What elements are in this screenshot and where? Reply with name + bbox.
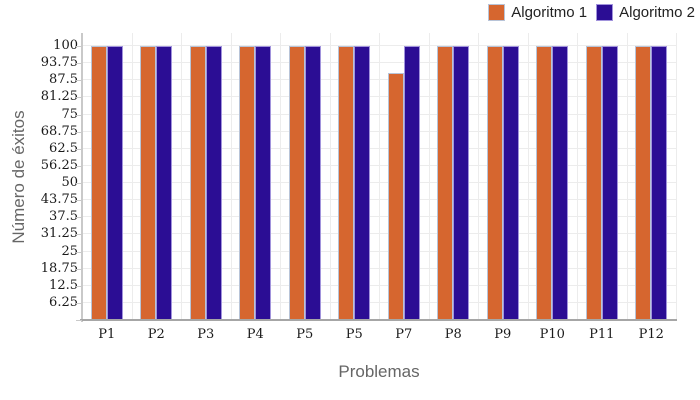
v-gridline: [577, 33, 578, 320]
bar-algoritmo-2-P5: [354, 46, 371, 320]
v-gridline: [676, 33, 677, 320]
bar-algoritmo-2-P7: [403, 46, 420, 320]
v-gridline: [230, 33, 232, 320]
x-tick-label: P1: [98, 327, 116, 342]
y-tick-label: 6.25: [49, 294, 78, 310]
y-tick-label: 81.25: [40, 89, 78, 105]
bar-algoritmo-1-P5: [288, 46, 305, 320]
y-tick-label: 87.5: [49, 72, 78, 88]
y-tick-label: 25: [61, 243, 78, 259]
bar-algoritmo-1-P2: [140, 46, 157, 320]
y-tick-label: 68.75: [40, 123, 78, 139]
bar-algoritmo-2-P8: [453, 46, 470, 320]
v-gridline: [181, 33, 182, 320]
legend-label-algoritmo-2: Algoritmo 2: [619, 4, 695, 21]
y-tick-label: 18.75: [40, 260, 78, 276]
bar-algoritmo-1-P7: [387, 73, 404, 320]
bar-algoritmo-2-P3: [205, 46, 222, 320]
y-tick-label: 75: [61, 106, 78, 122]
v-gridline: [131, 33, 133, 320]
y-tick-label: 31.25: [40, 226, 78, 242]
y-tick-label: 12.5: [49, 277, 78, 293]
x-tick-label: P10: [539, 327, 565, 342]
x-tick-label: P9: [494, 327, 512, 342]
y-tick-label: 43.75: [40, 192, 78, 208]
v-gridline: [428, 33, 430, 320]
bar-algoritmo-1-P12: [635, 46, 652, 320]
v-gridline: [527, 33, 529, 320]
bar-algoritmo-1-P3: [189, 46, 206, 320]
bar-algoritmo-1-P4: [239, 46, 256, 320]
v-gridline: [329, 33, 331, 320]
x-tick-label: P11: [589, 327, 615, 342]
x-tick-label: P8: [444, 327, 462, 342]
y-tick-label: 100: [53, 38, 78, 53]
bar-algoritmo-2-P10: [552, 46, 569, 320]
y-tick-label: 56.25: [40, 157, 78, 173]
x-tick-label: P2: [147, 327, 165, 342]
plot-area: [82, 33, 677, 320]
x-axis-title: Problemas: [338, 362, 420, 381]
bar-algoritmo-1-P10: [536, 46, 553, 320]
y-tick-label: 50: [61, 175, 78, 190]
bar-algoritmo-1-P1: [90, 46, 107, 320]
bar-algoritmo-2-P12: [651, 46, 668, 320]
bar-algoritmo-2-P9: [502, 46, 519, 320]
legend: Algoritmo 1 Algoritmo 2: [479, 4, 695, 21]
x-axis-line: [80, 319, 677, 321]
legend-swatch-algoritmo-1: [488, 4, 506, 21]
x-tick-label: P4: [246, 327, 264, 342]
legend-item-algoritmo-1[interactable]: Algoritmo 1: [488, 4, 587, 21]
v-gridline: [379, 33, 380, 320]
y-tick-label: 37.5: [49, 209, 78, 225]
legend-item-algoritmo-2[interactable]: Algoritmo 2: [596, 4, 695, 21]
x-tick-label: P5: [345, 327, 363, 342]
v-gridline: [280, 33, 281, 320]
bar-algoritmo-1-P11: [585, 46, 602, 320]
y-tick-label: 93.75: [40, 55, 78, 71]
bar-algoritmo-2-P1: [106, 46, 123, 320]
bar-algoritmo-1-P5: [338, 46, 355, 320]
y-tick-label: 62.5: [49, 140, 78, 156]
legend-label-algoritmo-1: Algoritmo 1: [511, 4, 588, 21]
v-gridline: [478, 33, 479, 320]
x-tick-label: P7: [395, 327, 413, 342]
v-gridline: [626, 33, 628, 320]
bar-algoritmo-1-P9: [486, 46, 503, 320]
bar-algoritmo-2-P11: [601, 46, 618, 320]
x-tick-label: P5: [296, 327, 314, 342]
y-axis-title: Número de éxitos: [9, 110, 28, 244]
bar-algoritmo-2-P2: [156, 46, 173, 320]
legend-swatch-algoritmo-2: [596, 4, 614, 21]
y-axis-line: [81, 33, 83, 322]
bar-algoritmo-1-P8: [437, 46, 454, 320]
x-tick-label: P12: [638, 327, 664, 342]
bar-algoritmo-2-P4: [255, 46, 272, 320]
x-tick-label: P3: [197, 327, 215, 342]
bar-algoritmo-2-P5: [304, 46, 321, 320]
